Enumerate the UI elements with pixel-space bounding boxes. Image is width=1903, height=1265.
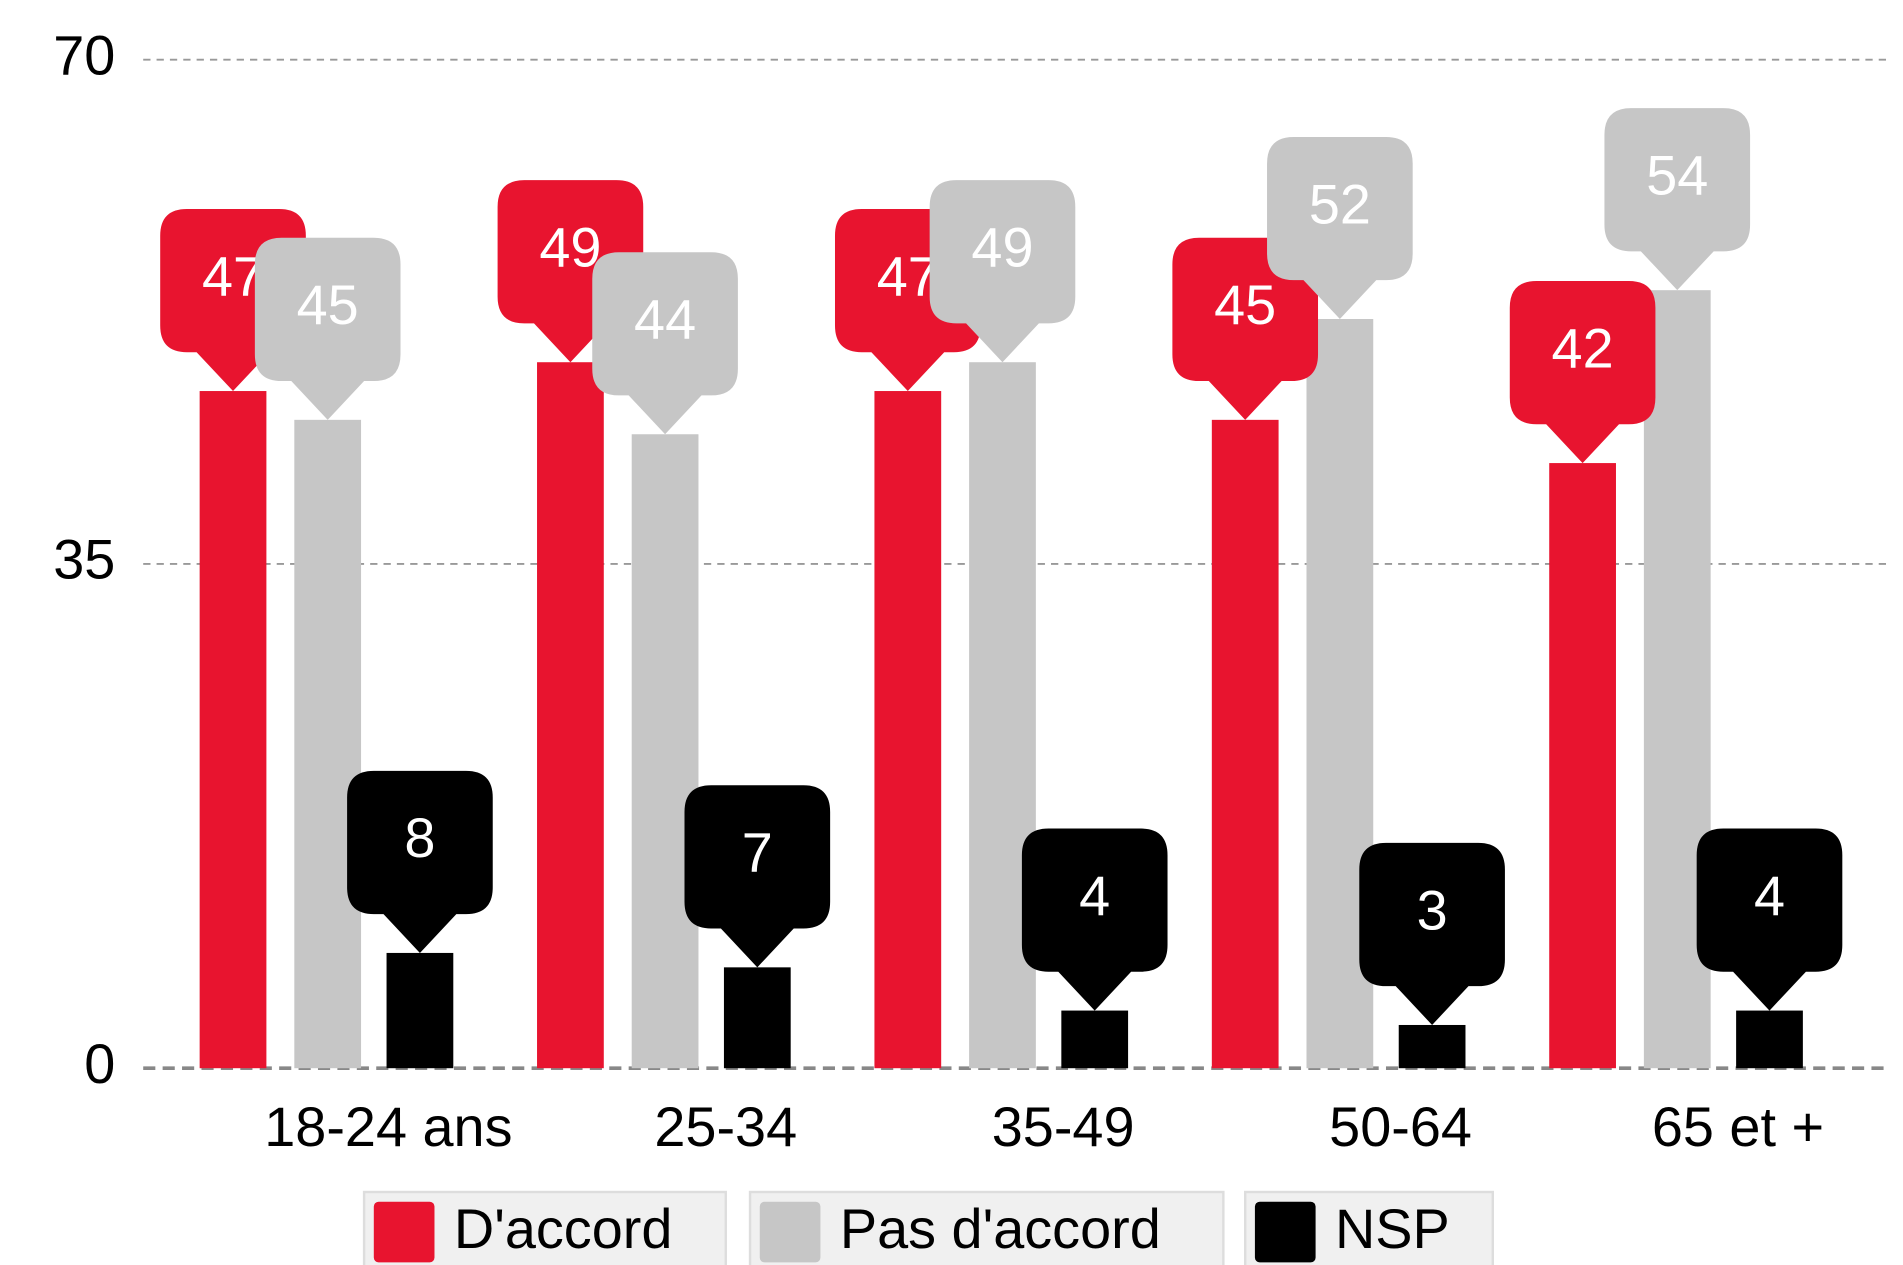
bar [1398, 1024, 1466, 1069]
x-tick-label: 18-24 ans [264, 1095, 512, 1158]
data-label: 42 [1552, 316, 1614, 379]
bar [723, 967, 791, 1069]
data-label: 45 [1214, 273, 1276, 336]
bar [1736, 1010, 1803, 1069]
y-tick-label: 35 [53, 528, 115, 591]
data-label: 49 [971, 216, 1033, 279]
bar [537, 362, 604, 1069]
bar [1061, 1010, 1129, 1069]
data-label: 4 [1079, 864, 1110, 927]
data-label: 49 [539, 216, 601, 279]
data-label: 3 [1417, 878, 1448, 941]
bar [1211, 419, 1279, 1069]
legend-label: NSP [1335, 1197, 1450, 1260]
data-label: 4 [1754, 864, 1785, 927]
data-callout [1267, 136, 1413, 319]
bar [969, 362, 1036, 1069]
y-tick-label: 70 [53, 23, 115, 86]
legend-label: Pas d'accord [840, 1197, 1161, 1260]
data-label: 54 [1646, 143, 1708, 206]
bar [1549, 463, 1616, 1069]
data-callout [592, 252, 738, 435]
bar [294, 419, 362, 1069]
y-tick-label: 0 [84, 1032, 115, 1095]
data-label: 47 [877, 244, 939, 307]
legend-swatch [1254, 1201, 1316, 1263]
data-label: 52 [1309, 172, 1371, 235]
bar [199, 391, 267, 1069]
data-callout [1604, 108, 1751, 291]
x-tick-label: 25-34 [654, 1095, 797, 1158]
data-callout [1021, 828, 1168, 1011]
data-label: 7 [742, 821, 773, 884]
data-callout [254, 237, 401, 420]
data-label: 45 [297, 273, 359, 336]
legend-swatch [373, 1201, 435, 1263]
data-label: 47 [202, 244, 264, 307]
legend-swatch [759, 1201, 821, 1263]
bar [631, 434, 699, 1069]
legend-label: D'accord [454, 1197, 672, 1260]
data-callout [1172, 237, 1319, 420]
data-callout [1359, 842, 1505, 1025]
x-tick-label: 65 et + [1652, 1095, 1824, 1158]
legend-box [748, 1190, 1225, 1265]
data-callout [1509, 281, 1656, 464]
data-label: 44 [634, 288, 696, 351]
data-callout [929, 180, 1076, 363]
bar [386, 952, 454, 1069]
data-callout [684, 785, 831, 968]
bar [874, 391, 942, 1069]
data-callout [1696, 828, 1843, 1011]
data-callout [347, 770, 493, 953]
x-tick-label: 50-64 [1329, 1095, 1472, 1158]
x-tick-label: 35-49 [992, 1095, 1135, 1158]
data-label: 8 [404, 806, 435, 869]
